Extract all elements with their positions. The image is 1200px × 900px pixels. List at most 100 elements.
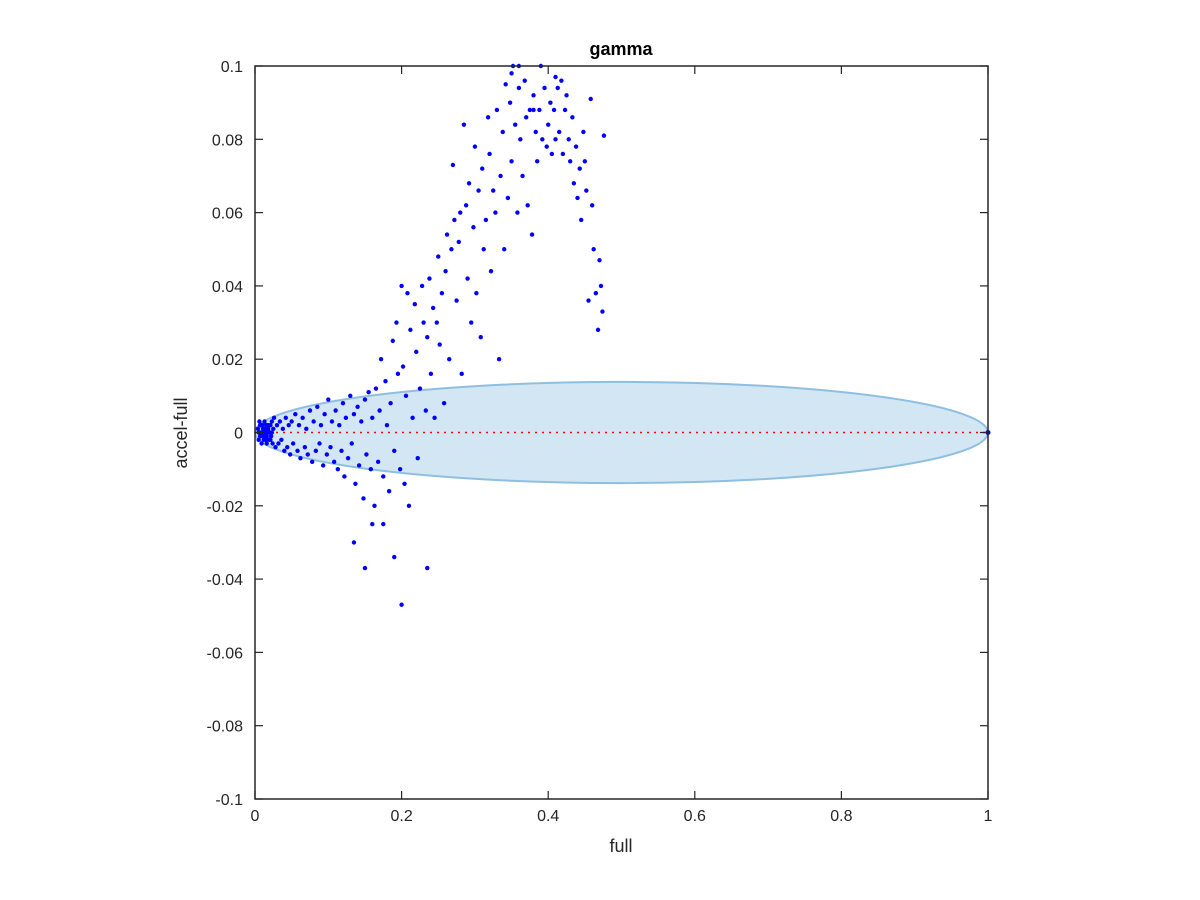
data-point (458, 210, 463, 215)
data-point (257, 419, 262, 424)
data-point (408, 327, 413, 333)
data-point (255, 426, 261, 432)
data-point (423, 408, 428, 413)
data-point (476, 188, 481, 193)
data-point (509, 71, 514, 76)
data-point (502, 247, 507, 252)
data-point (362, 397, 368, 402)
data-point (289, 419, 294, 424)
data-point (403, 393, 409, 399)
data-point (271, 415, 277, 421)
data-point (318, 422, 324, 428)
data-point (481, 247, 486, 252)
data-point (575, 195, 580, 201)
data-point (362, 565, 368, 571)
data-point (466, 181, 472, 186)
data-point (263, 437, 269, 443)
data-point (414, 349, 419, 355)
data-point (268, 437, 273, 443)
data-point (331, 459, 337, 465)
data-point (597, 258, 602, 263)
data-point (535, 159, 540, 164)
data-point (556, 129, 562, 135)
data-point (562, 107, 568, 113)
data-point (381, 474, 386, 479)
data-point (264, 441, 269, 446)
data-point (589, 203, 595, 208)
data-point (537, 107, 542, 113)
data-point (377, 408, 382, 413)
data-point (480, 166, 485, 171)
data-point (302, 444, 308, 450)
data-point (432, 415, 437, 421)
data-point (522, 78, 527, 83)
data-point (465, 276, 470, 281)
data-point (271, 426, 276, 432)
data-point (439, 291, 445, 296)
data-point (263, 426, 268, 432)
data-point (588, 96, 593, 102)
data-point (564, 93, 569, 98)
y-tick-label: 0 (234, 426, 243, 443)
data-point (559, 78, 564, 83)
data-point (461, 122, 467, 127)
data-point (421, 320, 426, 325)
data-point (392, 554, 397, 560)
data-point (430, 305, 436, 311)
data-point (520, 173, 525, 179)
data-point (262, 419, 267, 424)
data-point (498, 173, 503, 179)
x-tick-label: 0.2 (390, 808, 412, 825)
y-tick-label: -0.06 (207, 645, 244, 662)
y-tick-label: -0.08 (207, 719, 244, 736)
data-point (447, 357, 452, 362)
data-point (304, 426, 309, 432)
data-point (324, 452, 330, 457)
data-point (452, 217, 457, 223)
data-point (410, 415, 415, 421)
data-point (525, 203, 530, 208)
data-point (513, 122, 518, 127)
data-point (437, 342, 442, 347)
data-point (566, 137, 571, 142)
data-points (255, 63, 991, 607)
x-tick-label: 0.6 (684, 808, 706, 825)
data-point (320, 463, 326, 468)
data-point (339, 448, 344, 454)
data-point (277, 419, 283, 424)
data-point (516, 85, 522, 91)
data-point (577, 166, 582, 171)
data-point (262, 430, 267, 435)
data-point (305, 452, 310, 457)
data-point (485, 115, 491, 120)
data-point (361, 496, 366, 501)
data-point (368, 466, 374, 472)
data-point (600, 309, 605, 314)
data-point (546, 122, 551, 127)
data-point (488, 269, 494, 274)
data-point (436, 254, 441, 259)
data-point (571, 181, 577, 186)
y-tick-label: -0.02 (207, 499, 244, 516)
data-point (540, 137, 545, 142)
x-axis-ticks: 0 0.2 0.4 0.6 0.8 1 (251, 66, 993, 825)
data-point (581, 129, 586, 135)
data-point (454, 298, 459, 303)
data-point (283, 415, 288, 421)
data-point (449, 247, 454, 252)
data-point (591, 247, 596, 252)
chart-title: gamma (589, 39, 653, 59)
data-point (553, 137, 558, 142)
data-point (503, 82, 508, 87)
data-point (598, 283, 604, 289)
data-point (553, 74, 558, 80)
data-point (259, 441, 264, 446)
data-point (279, 437, 284, 443)
data-point (372, 503, 377, 508)
data-point (494, 107, 500, 113)
data-point (328, 444, 333, 450)
y-axis-ticks: -0.1 -0.08 -0.06 -0.04 -0.02 0 0.02 0.04 0.06 0.0… (207, 59, 988, 809)
data-point (469, 320, 474, 325)
data-point (269, 419, 275, 424)
